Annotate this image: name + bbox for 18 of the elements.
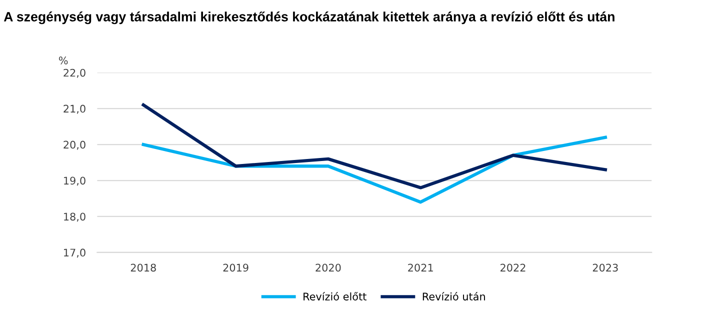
y-tick-label: 20,0 — [64, 140, 86, 150]
y-tick-label: 21,0 — [64, 104, 86, 114]
chart-title: A szegénység vagy társadalmi kirekesztődés kockázatának kitettek aránya a revízió előtt és után — [4, 12, 614, 24]
x-tick-label: 2023 — [592, 264, 618, 272]
y-tick-label: 19,0 — [64, 176, 86, 186]
legend-label: Revízió után — [422, 292, 485, 300]
line-series — [142, 103, 607, 190]
legend-label: Revízió előtt — [304, 292, 366, 300]
x-tick-label: 2021 — [408, 264, 433, 272]
x-tick-label: 2019 — [223, 264, 248, 272]
line-series — [142, 136, 607, 204]
y-tick-label: 22,0 — [64, 68, 86, 78]
x-tick-label: 2020 — [316, 264, 341, 272]
x-tick-label: 2022 — [500, 264, 526, 272]
y-tick-label: 17,0 — [64, 248, 86, 258]
y-axis-title: % — [58, 56, 68, 64]
x-tick-label: 2018 — [130, 264, 156, 272]
y-tick-label: 18,0 — [64, 212, 86, 222]
